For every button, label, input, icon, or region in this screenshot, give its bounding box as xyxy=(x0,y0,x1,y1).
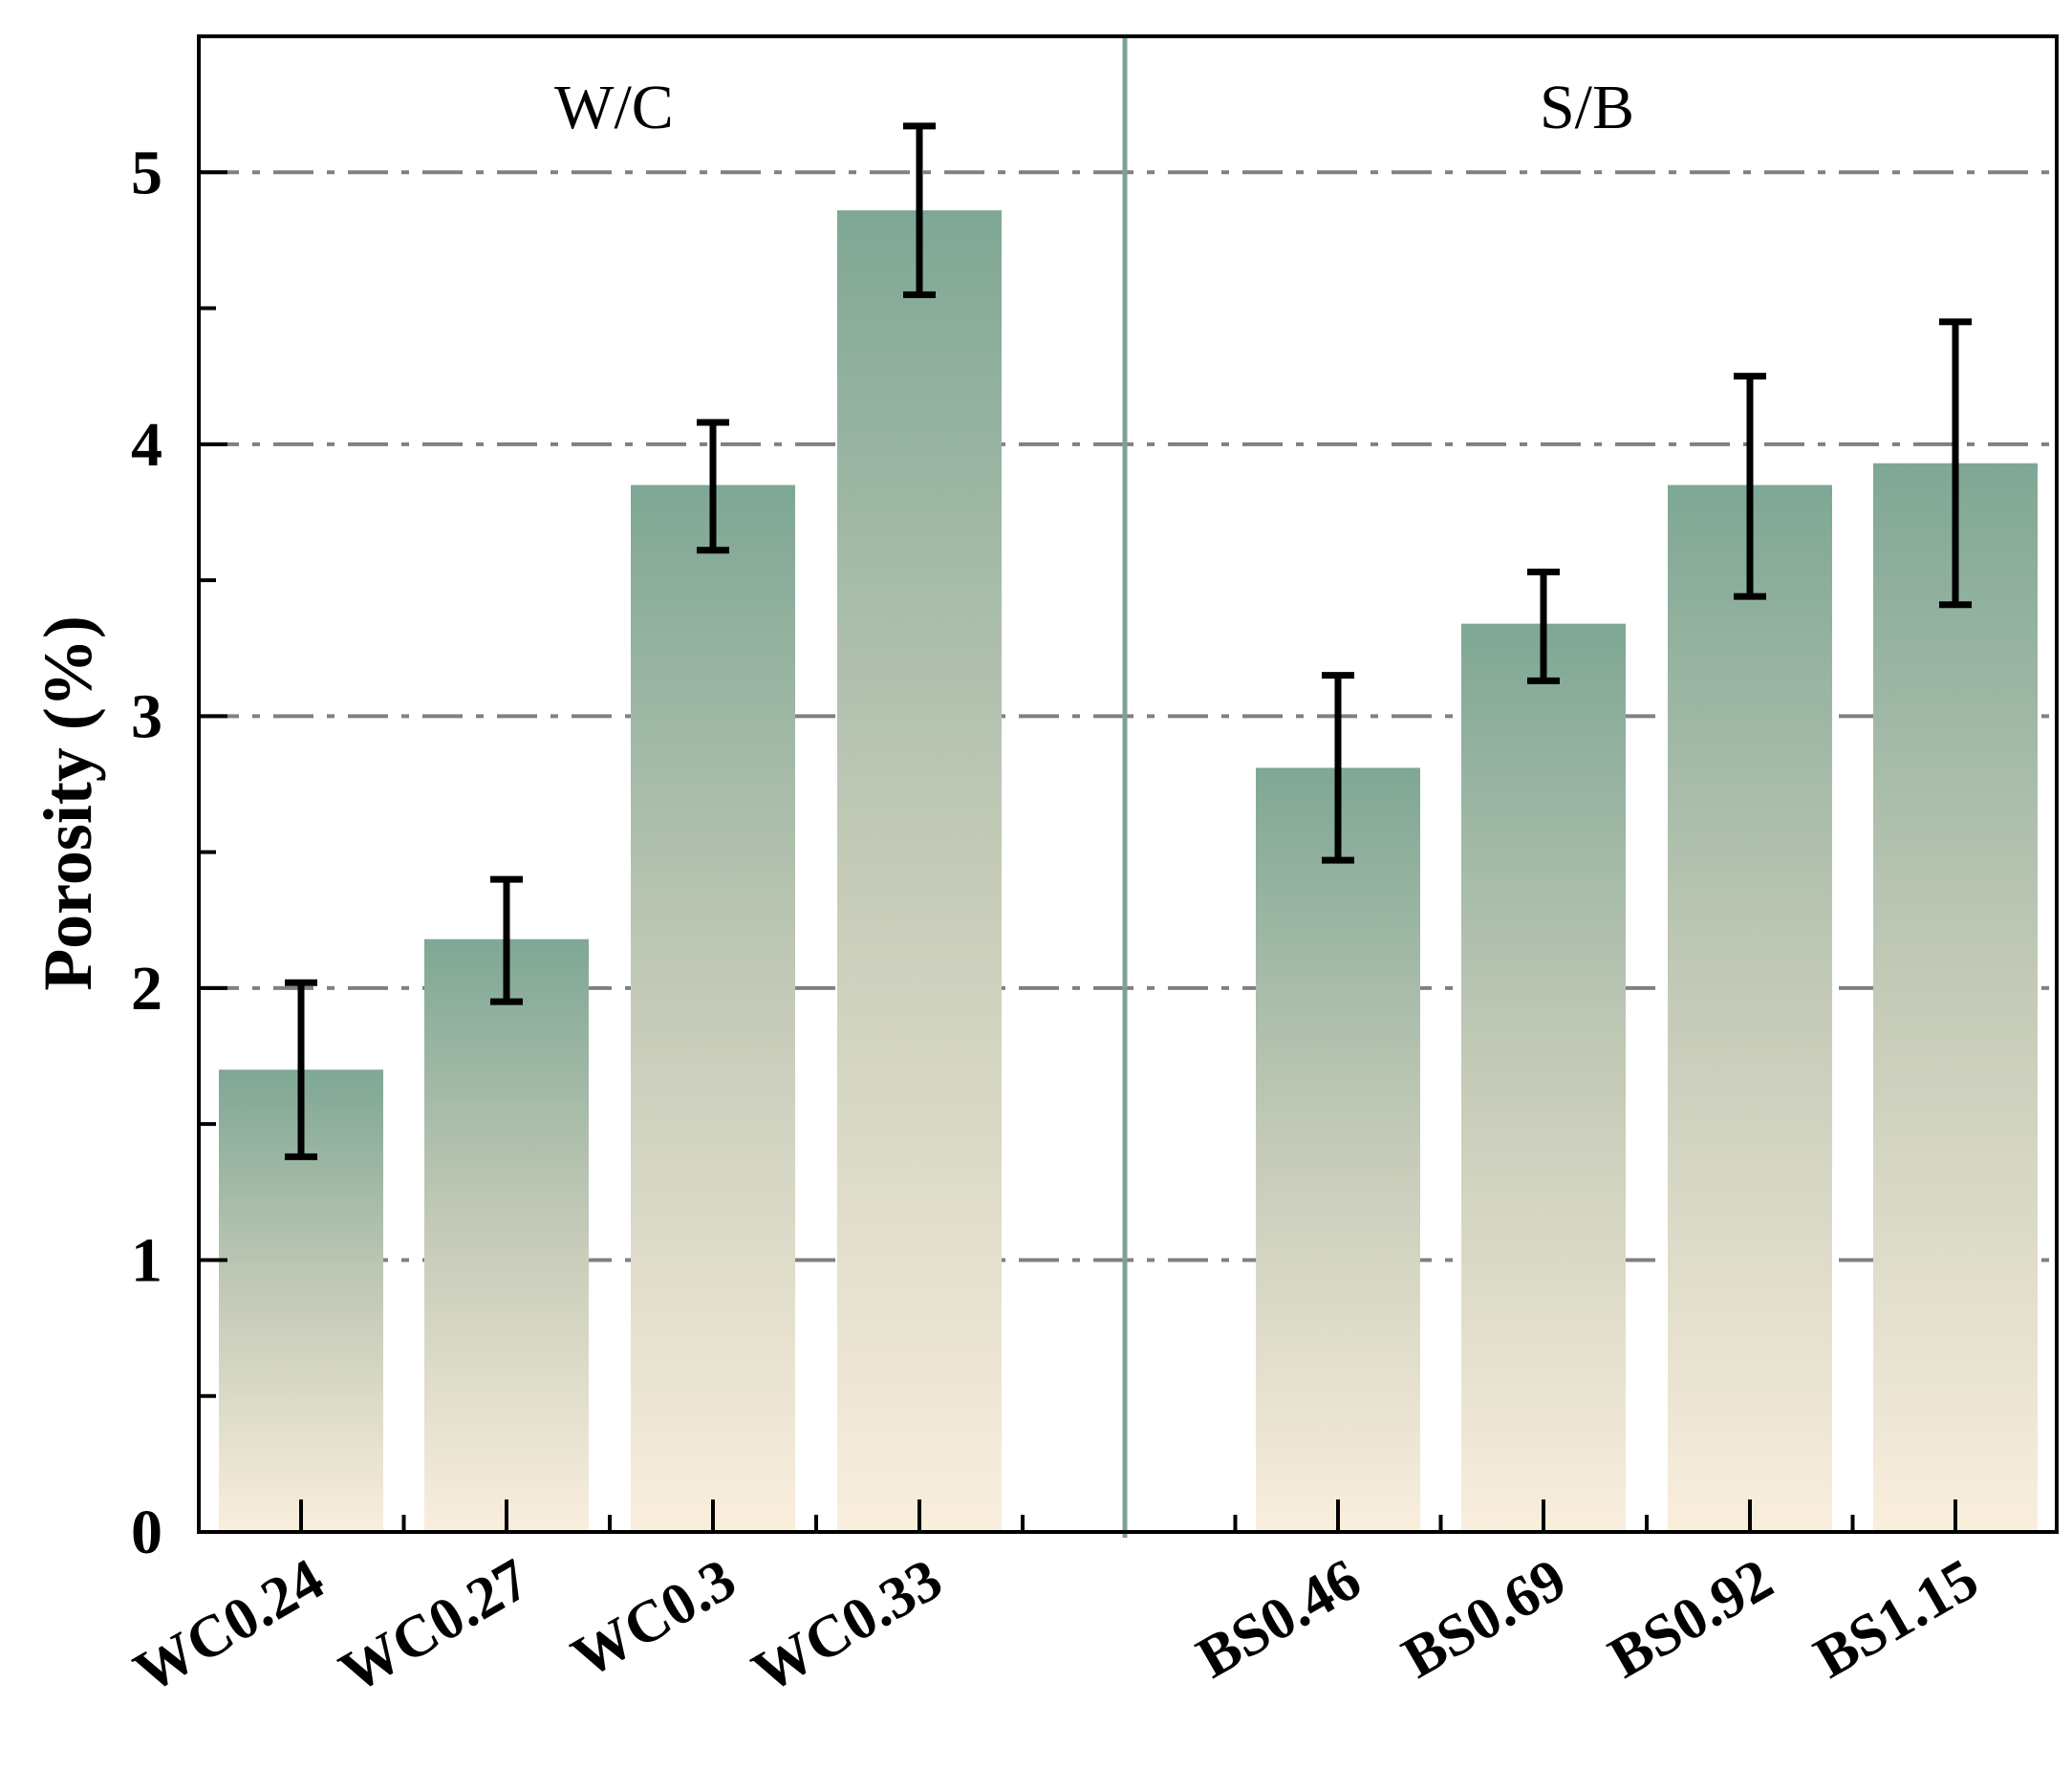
bar-BS0.46 xyxy=(1256,767,1420,1532)
group-label-S/B: S/B xyxy=(1540,73,1634,142)
x-tick-label-WC0.24: WC0.24 xyxy=(124,1546,335,1706)
y-tick-label-1: 1 xyxy=(131,1225,162,1295)
group-label-W/C: W/C xyxy=(554,73,674,142)
y-tick-label-2: 2 xyxy=(131,954,162,1024)
bar-BS0.69 xyxy=(1461,623,1626,1532)
y-tick-label-5: 5 xyxy=(131,138,162,207)
x-tick-label-BS0.69: BS0.69 xyxy=(1392,1546,1577,1691)
error-bars xyxy=(285,122,1972,1160)
bar-WC0.3 xyxy=(631,485,795,1532)
y-tick-label-4: 4 xyxy=(131,410,162,480)
bar-BS0.92 xyxy=(1668,485,1832,1532)
x-tick-label-BS1.15: BS1.15 xyxy=(1803,1546,1989,1691)
bar-BS1.15 xyxy=(1873,463,2038,1533)
x-tick-label-BS0.46: BS0.46 xyxy=(1186,1546,1371,1691)
x-tick-label-WC0.33: WC0.33 xyxy=(743,1546,953,1706)
bar-WC0.27 xyxy=(424,938,589,1532)
x-tick-label-BS0.92: BS0.92 xyxy=(1598,1546,1783,1691)
bar-WC0.33 xyxy=(837,210,1002,1532)
y-tick-label-3: 3 xyxy=(131,681,162,751)
plot-frame xyxy=(197,34,2059,1538)
plot-frame-border xyxy=(197,34,2059,1534)
x-tick-label-WC0.3: WC0.3 xyxy=(561,1546,746,1691)
x-tick-label-WC0.27: WC0.27 xyxy=(330,1546,540,1706)
bars xyxy=(219,210,2038,1533)
y-tick-label-0: 0 xyxy=(131,1498,162,1567)
y-axis-title: Porosity (%) xyxy=(30,615,106,991)
